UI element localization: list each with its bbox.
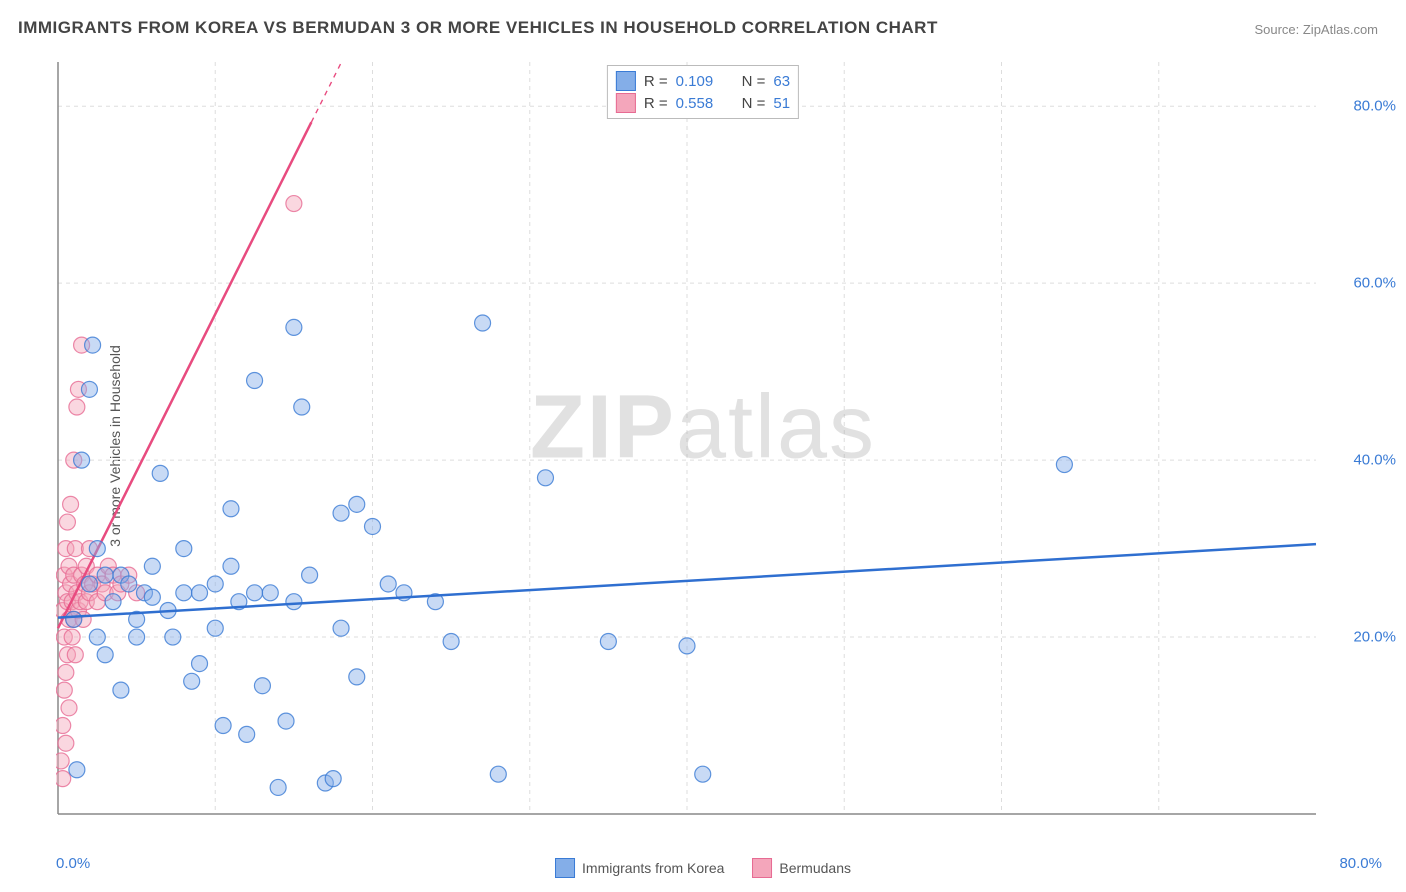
y-tick-label: 80.0% (1353, 98, 1396, 115)
y-tick-label: 40.0% (1353, 452, 1396, 469)
r-label: R = (644, 95, 668, 112)
chart-area (56, 60, 1376, 820)
n-value-korea: 63 (773, 73, 790, 90)
y-tick-label: 20.0% (1353, 629, 1396, 646)
scatter-plot (56, 60, 1376, 820)
y-tick-label: 60.0% (1353, 275, 1396, 292)
legend-item-korea: Immigrants from Korea (555, 858, 724, 878)
legend-label-bermudans: Bermudans (779, 860, 851, 876)
legend-row-bermudans: R = 0.558 N = 51 (616, 92, 790, 114)
legend-label-korea: Immigrants from Korea (582, 860, 724, 876)
n-label: N = (742, 95, 766, 112)
r-value-bermudans: 0.558 (676, 95, 724, 112)
correlation-legend: R = 0.109 N = 63 R = 0.558 N = 51 (607, 65, 799, 119)
r-value-korea: 0.109 (676, 73, 724, 90)
chart-title: IMMIGRANTS FROM KOREA VS BERMUDAN 3 OR M… (18, 18, 938, 38)
series-legend: Immigrants from Korea Bermudans (555, 858, 851, 878)
n-value-bermudans: 51 (773, 95, 790, 112)
swatch-bermudans (752, 858, 772, 878)
r-label: R = (644, 73, 668, 90)
swatch-korea (616, 71, 636, 91)
x-tick-left: 0.0% (56, 855, 90, 872)
source-attribution: Source: ZipAtlas.com (1254, 22, 1378, 37)
swatch-korea (555, 858, 575, 878)
x-tick-right: 80.0% (1339, 855, 1382, 872)
swatch-bermudans (616, 93, 636, 113)
legend-row-korea: R = 0.109 N = 63 (616, 70, 790, 92)
legend-item-bermudans: Bermudans (752, 858, 851, 878)
n-label: N = (742, 73, 766, 90)
